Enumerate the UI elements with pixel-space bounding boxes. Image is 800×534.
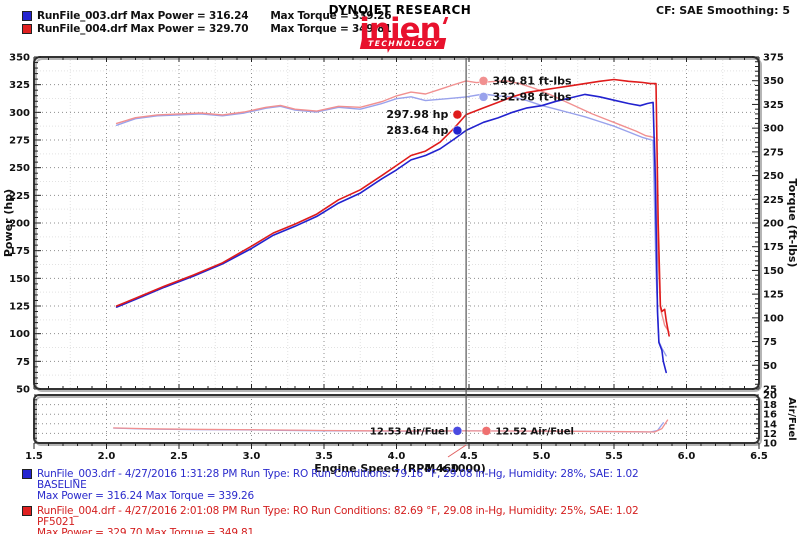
power-tick-label: 225 — [9, 191, 30, 202]
curve-runfile-004-power — [115, 78, 670, 337]
main-plot-shadow — [35, 58, 762, 392]
cursor-value-label: 12.53 Air/Fuel — [370, 426, 449, 437]
power-tick-label: 325 — [9, 80, 30, 91]
run2-file-power-label: RunFile_004.drf Max Power = 329.70 — [37, 23, 249, 35]
run1-color-swatch-icon — [22, 11, 32, 21]
af-tick-label: 18 — [763, 400, 777, 411]
torque-tick-label: 175 — [763, 242, 784, 253]
rpm-tick-label: 5.0 — [533, 451, 551, 462]
torque-tick-label: 300 — [763, 124, 784, 135]
power-tick-label: 100 — [9, 329, 30, 340]
torque-tick-label: 50 — [763, 361, 777, 372]
axis-ticks — [33, 56, 760, 449]
cursor-marker-dot — [478, 92, 489, 102]
run2-max-torque-label: Max Torque = 349.81 — [270, 23, 392, 35]
run2-color-swatch-icon — [22, 24, 32, 34]
power-axis-title: Power (hp) — [2, 189, 15, 257]
cursor-marker-dot — [452, 426, 463, 436]
rpm-tick-label: 6.0 — [678, 451, 696, 462]
cursor-value-label: 283.64 hp — [386, 124, 448, 137]
correction-smoothing-label: CF: SAE Smoothing: 5 — [656, 4, 790, 17]
run1-conditions-text: RunFile_003.drf - 4/27/2016 1:31:28 PM R… — [37, 468, 639, 480]
torque-tick-label: 200 — [763, 219, 784, 230]
af-plot-shadow — [35, 396, 762, 446]
torque-tick-label: 275 — [763, 147, 784, 158]
run2-details: RunFile_004.drf - 4/27/2016 2:01:08 PM R… — [22, 505, 639, 534]
power-tick-label: 50 — [16, 385, 30, 396]
cursor-marker-dot — [452, 109, 463, 120]
af-tick-label: 10 — [763, 439, 777, 450]
power-tick-label: 250 — [9, 163, 30, 174]
power-tick-label: 75 — [16, 357, 30, 368]
rpm-tick-label: 3.5 — [315, 451, 333, 462]
run2-maxima-label: Max Power = 329.70 Max Torque = 349.81 — [37, 527, 254, 534]
torque-tick-label: 125 — [763, 290, 784, 301]
torque-tick-label: 25 — [763, 385, 777, 396]
top-legend: RunFile_003.drf Max Power = 316.24 Max T… — [22, 10, 392, 36]
cursor-value-label: 349.81 ft-lbs — [493, 74, 573, 87]
cursor-marker-dot — [478, 76, 489, 86]
power-tick-label: 125 — [9, 302, 30, 313]
power-tick-label: 300 — [9, 108, 30, 119]
power-tick-label: 150 — [9, 274, 30, 285]
rpm-tick-label: 6.5 — [750, 451, 768, 462]
curve-runfile-004-air-fuel — [113, 419, 669, 433]
torque-tick-label: 350 — [763, 76, 784, 87]
curve-runfile-004-torque — [115, 79, 670, 333]
torque-tick-label: 250 — [763, 171, 784, 182]
cursor-value-label: 332.98 ft-lbs — [493, 90, 573, 103]
run2-details-line1: RunFile_004.drf - 4/27/2016 2:01:08 PM R… — [22, 505, 639, 517]
af-tick-label: 14 — [763, 419, 777, 430]
torque-tick-label: 75 — [763, 337, 777, 348]
top-legend-row-run2: RunFile_004.drf Max Power = 329.70 Max T… — [22, 23, 392, 35]
run1-max-torque-label: Max Torque = 339.26 — [270, 10, 392, 22]
cursor-leader-line — [447, 444, 467, 458]
run1-maxima-label: Max Power = 316.24 Max Torque = 339.26 — [37, 490, 254, 502]
rpm-tick-label: 5.5 — [605, 451, 623, 462]
power-tick-label: 275 — [9, 136, 30, 147]
af-tick-label: 12 — [763, 429, 777, 440]
run1-name-label: BASELINE — [37, 479, 87, 491]
power-tick-label: 350 — [9, 53, 30, 64]
rpm-tick-label: 2.0 — [98, 451, 116, 462]
torque-axis-title: Torque (ft-lbs) — [786, 179, 799, 268]
torque-tick-label: 325 — [763, 100, 784, 111]
curve-runfile-003-torque — [115, 93, 667, 357]
power-tick-label: 175 — [9, 246, 30, 257]
torque-tick-label: 100 — [763, 313, 784, 324]
af-axis-title: Air/Fuel — [786, 397, 797, 440]
curve-runfile-003-power — [115, 93, 668, 374]
af-tick-label: 20 — [763, 391, 777, 402]
rpm-tick-label: 2.5 — [170, 451, 188, 462]
af-tick-label: 16 — [763, 410, 777, 421]
torque-tick-label: 150 — [763, 266, 784, 277]
grid-major — [34, 57, 759, 443]
cursor-rpm-readout: 4,460 — [424, 462, 459, 475]
rpm-tick-label: 4.0 — [388, 451, 406, 462]
run1-swatch-icon — [22, 469, 32, 479]
run1-details-line1: RunFile_003.drf - 4/27/2016 1:31:28 PM R… — [22, 468, 639, 480]
run-details-legend: RunFile_003.drf - 4/27/2016 1:31:28 PM R… — [22, 468, 639, 534]
run2-conditions-text: RunFile_004.drf - 4/27/2016 2:01:08 PM R… — [37, 505, 639, 517]
run2-name-label: PF5021 — [37, 516, 75, 528]
run2-swatch-icon — [22, 506, 32, 516]
power-tick-label: 200 — [9, 219, 30, 230]
torque-tick-label: 375 — [763, 53, 784, 64]
rpm-tick-label: 1.5 — [25, 451, 43, 462]
cursor-value-label: 297.98 hp — [386, 108, 448, 121]
top-legend-row-run1: RunFile_003.drf Max Power = 316.24 Max T… — [22, 10, 392, 22]
rpm-tick-label: 3.0 — [243, 451, 261, 462]
cursor-value-label: 12.52 Air/Fuel — [495, 426, 574, 437]
run1-file-power-label: RunFile_003.drf Max Power = 316.24 — [37, 10, 249, 22]
cursor-marker-dot — [481, 426, 492, 436]
torque-tick-label: 225 — [763, 195, 784, 206]
rpm-tick-label: 4.5 — [460, 451, 478, 462]
x-axis-title: Engine Speed (RPM x 1000) — [314, 462, 485, 475]
run1-details: RunFile_003.drf - 4/27/2016 1:31:28 PM R… — [22, 468, 639, 502]
cursor-marker-dot — [452, 125, 463, 136]
